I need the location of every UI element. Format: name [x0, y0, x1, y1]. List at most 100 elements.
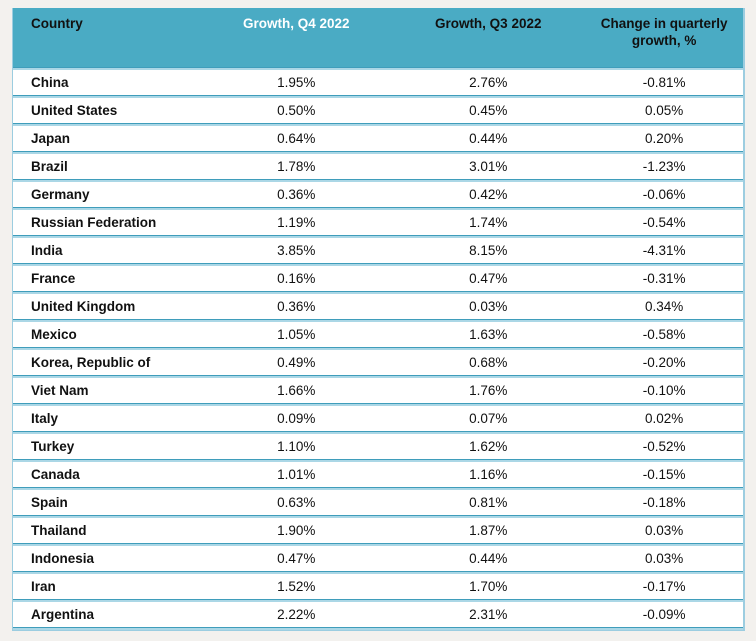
cell-growth-q4: 0.64% — [277, 131, 316, 146]
cell-growth-q3: 0.44% — [469, 131, 508, 146]
table-row: Indonesia 0.47% 0.44% 0.03% — [13, 546, 743, 571]
row-separator — [13, 571, 743, 574]
cell-growth-q4: 0.16% — [277, 271, 316, 286]
cell-growth-q3: 3.01% — [469, 159, 508, 174]
table-row: France 0.16% 0.47% -0.31% — [13, 266, 743, 291]
row-separator — [13, 543, 743, 546]
cell-growth-q4: 1.10% — [277, 439, 316, 454]
cell-growth-q3: 0.44% — [469, 551, 508, 566]
cell-country: Spain — [31, 495, 68, 510]
cell-change: 0.34% — [644, 299, 684, 314]
table-row: India 3.85% 8.15% -4.31% — [13, 238, 743, 263]
cell-growth-q4: 2.22% — [277, 607, 316, 622]
cell-change: 0.03% — [644, 523, 684, 538]
cell-change: -1.23% — [642, 159, 686, 174]
cell-growth-q3: 0.81% — [469, 495, 508, 510]
row-separator — [13, 235, 743, 238]
table-row: Brazil 1.78% 3.01% -1.23% — [13, 154, 743, 179]
cell-change: -4.31% — [642, 243, 686, 258]
row-separator — [13, 403, 743, 406]
cell-country: Argentina — [31, 607, 95, 622]
cell-growth-q3: 0.45% — [469, 103, 508, 118]
cell-growth-q4: 1.19% — [277, 215, 316, 230]
row-separator — [13, 375, 743, 378]
table-row: Thailand 1.90% 1.87% 0.03% — [13, 518, 743, 543]
row-separator — [13, 487, 743, 490]
cell-growth-q4: 0.47% — [277, 551, 316, 566]
cell-growth-q4: 1.01% — [277, 467, 316, 482]
cell-change: -0.18% — [642, 495, 686, 510]
table-row: Argentina 2.22% 2.31% -0.09% — [13, 602, 743, 627]
row-separator — [13, 319, 743, 322]
column-header: Growth, Q4 2022 — [201, 8, 391, 67]
row-separator — [13, 67, 743, 70]
column-header: Change in quarterly growth, % — [585, 8, 743, 67]
cell-change: -0.17% — [642, 579, 686, 594]
column-header: Growth, Q3 2022 — [391, 8, 585, 67]
row-separator — [13, 263, 743, 266]
cell-growth-q4: 0.09% — [277, 411, 316, 426]
cell-country: Viet Nam — [31, 383, 89, 398]
row-separator — [13, 291, 743, 294]
cell-growth-q4: 0.36% — [277, 299, 316, 314]
cell-growth-q3: 2.76% — [469, 75, 508, 90]
row-separator — [13, 179, 743, 182]
column-header: Country — [13, 8, 201, 67]
cell-growth-q3: 1.74% — [469, 215, 508, 230]
cell-growth-q4: 1.95% — [277, 75, 316, 90]
cell-growth-q3: 0.03% — [469, 299, 508, 314]
cell-country: United States — [31, 103, 118, 118]
cell-growth-q4: 0.63% — [277, 495, 316, 510]
cell-change: -0.15% — [642, 467, 686, 482]
cell-country: France — [31, 271, 76, 286]
table-row: China 1.95% 2.76% -0.81% — [13, 70, 743, 95]
cell-change: -0.06% — [642, 187, 686, 202]
table-body: China 1.95% 2.76% -0.81% United States 0.50% 0… — [13, 67, 743, 630]
table-row: Mexico 1.05% 1.63% -0.58% — [13, 322, 743, 347]
cell-country: Korea, Republic of — [31, 355, 151, 370]
table-row: Viet Nam 1.66% 1.76% -0.10% — [13, 378, 743, 403]
cell-country: China — [31, 75, 69, 90]
cell-country: Japan — [31, 131, 71, 146]
table-row: Italy 0.09% 0.07% 0.02% — [13, 406, 743, 431]
cell-growth-q3: 8.15% — [469, 243, 508, 258]
cell-growth-q3: 0.42% — [469, 187, 508, 202]
cell-country: Indonesia — [31, 551, 95, 566]
table-row: Turkey 1.10% 1.62% -0.52% — [13, 434, 743, 459]
cell-growth-q4: 1.66% — [277, 383, 316, 398]
row-separator — [13, 95, 743, 98]
column-header-label: Country — [31, 16, 83, 31]
cell-growth-q3: 1.87% — [469, 523, 508, 538]
cell-change: -0.81% — [642, 75, 686, 90]
cell-growth-q3: 0.07% — [469, 411, 508, 426]
cell-growth-q4: 1.52% — [277, 579, 316, 594]
cell-change: 0.03% — [644, 551, 684, 566]
cell-growth-q3: 1.63% — [469, 327, 508, 342]
cell-country: Canada — [31, 467, 80, 482]
growth-table: Country Growth, Q4 2022 Growth, Q3 2022 Cha… — [12, 8, 745, 631]
table-row: Iran 1.52% 1.70% -0.17% — [13, 574, 743, 599]
cell-country: Turkey — [31, 439, 75, 454]
cell-growth-q3: 0.68% — [469, 355, 508, 370]
cell-country: Germany — [31, 187, 90, 202]
cell-change: -0.52% — [642, 439, 686, 454]
column-header-label: Change in quarterly growth, % — [600, 16, 728, 48]
cell-country: Brazil — [31, 159, 68, 174]
cell-growth-q3: 2.31% — [469, 607, 508, 622]
cell-growth-q3: 1.16% — [469, 467, 508, 482]
cell-country: India — [31, 243, 63, 258]
row-separator — [13, 207, 743, 210]
column-header-label: Growth, Q4 2022 — [242, 16, 350, 31]
cell-change: -0.20% — [642, 355, 686, 370]
row-separator — [13, 431, 743, 434]
cell-change: -0.54% — [642, 215, 686, 230]
cell-growth-q4: 1.05% — [277, 327, 316, 342]
table-header-row: Country Growth, Q4 2022 Growth, Q3 2022 Cha… — [13, 8, 743, 67]
cell-growth-q4: 0.36% — [277, 187, 316, 202]
cell-growth-q3: 1.76% — [469, 383, 508, 398]
table-row: Canada 1.01% 1.16% -0.15% — [13, 462, 743, 487]
table-row: United States 0.50% 0.45% 0.05% — [13, 98, 743, 123]
cell-change: -0.10% — [642, 383, 686, 398]
table-row: Spain 0.63% 0.81% -0.18% — [13, 490, 743, 515]
row-separator — [13, 151, 743, 154]
